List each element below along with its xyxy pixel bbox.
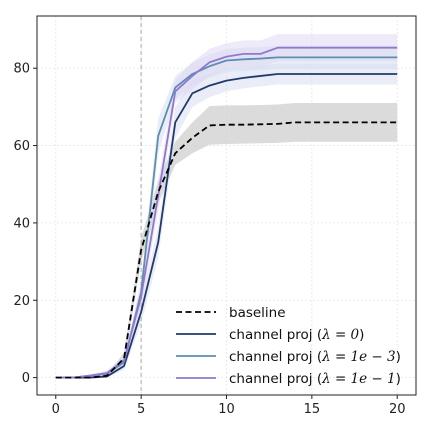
y-tick-label: 20: [13, 294, 30, 309]
y-tick-label: 0: [22, 371, 30, 386]
legend-label-0: baseline: [229, 305, 286, 321]
legend-label-2: channel proj (λ = 1e − 3): [229, 349, 401, 365]
series-lines: [55, 46, 398, 379]
y-axis-ticks: 0 20 40 60 80: [13, 62, 37, 386]
x-axis-ticks: 0 5 10 15 20: [52, 395, 406, 417]
legend: baseline channel proj (λ = 0) channel proj…: [176, 305, 401, 387]
x-tick-label: 15: [304, 402, 321, 417]
x-tick-label: 0: [52, 402, 60, 417]
x-tick-label: 5: [137, 402, 145, 417]
series-line-0: [55, 121, 398, 379]
legend-label-1: channel proj (λ = 0): [229, 327, 364, 343]
y-tick-label: 60: [13, 139, 30, 154]
series-line-1: [55, 73, 398, 379]
x-tick-label: 20: [389, 402, 406, 417]
legend-label-3: channel proj (λ = 1e − 1): [229, 371, 401, 387]
y-tick-label: 80: [13, 62, 30, 77]
y-tick-label: 40: [13, 216, 30, 231]
x-tick-label: 10: [218, 402, 235, 417]
series-band-0: [55, 103, 398, 378]
